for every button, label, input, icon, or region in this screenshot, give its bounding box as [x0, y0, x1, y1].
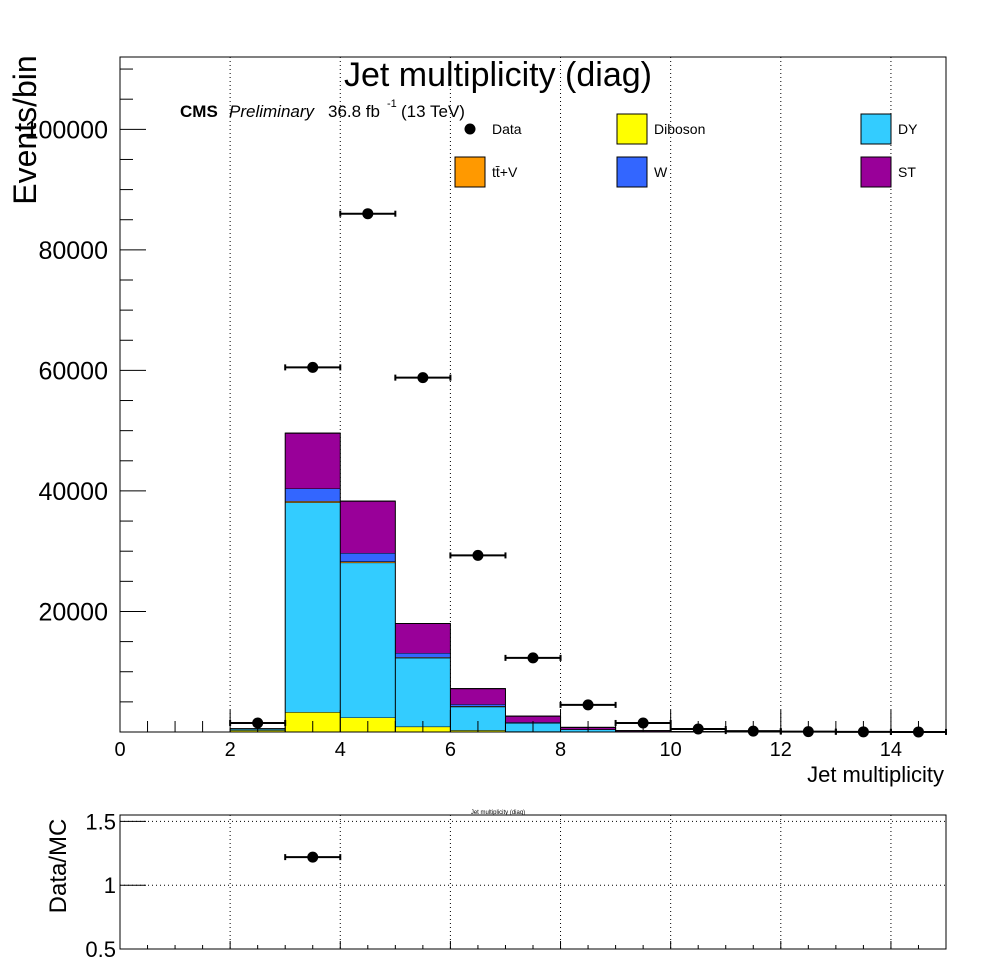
ratio-title: Jet multiplicity (diag) — [471, 810, 525, 816]
chart-title: Jet multiplicity (diag) — [344, 56, 652, 94]
stack-bar — [395, 657, 451, 727]
main-plot-area: 20000 40000 60000 80000 100000 0 2 4 6 8 10 12 14 — [25, 56, 947, 761]
stack-bar — [450, 706, 506, 731]
x-tick-label: 2 — [225, 739, 236, 761]
data-point — [472, 549, 484, 561]
stack-bar — [450, 704, 506, 707]
stack-bar — [285, 502, 341, 713]
x-tick-label: 4 — [335, 739, 346, 761]
y-tick-label: 60000 — [38, 357, 108, 385]
axes: 20000 40000 60000 80000 100000 0 2 4 6 8 10 12 14 — [25, 68, 947, 761]
data-point — [527, 652, 539, 664]
stack-bar — [340, 561, 396, 563]
ratio-y-tick-label: 0.5 — [85, 937, 116, 962]
legend-swatch — [860, 156, 892, 188]
legend-marker — [464, 123, 476, 135]
ratio-axes: 0.5 1 1.5 — [85, 809, 947, 962]
y-tick-label: 20000 — [38, 598, 108, 626]
ratio-data-points — [284, 851, 342, 863]
x-tick-label: 0 — [114, 739, 125, 761]
data-point — [582, 699, 594, 711]
stack-bar — [340, 553, 396, 562]
legend-entry: Diboson — [616, 113, 705, 145]
stack-bar — [340, 562, 396, 718]
y-tick-label: 100000 — [25, 116, 108, 144]
legend-entry: DY — [860, 113, 918, 145]
y-axis-label: Events/bin — [7, 55, 43, 204]
series-st — [230, 432, 781, 733]
data-point — [362, 208, 374, 220]
y-tick-label: 80000 — [38, 237, 108, 265]
main-frame — [119, 56, 947, 733]
x-tick-label: 8 — [555, 739, 566, 761]
stack-bar — [285, 501, 341, 503]
energy-label: (13 TeV) — [401, 102, 465, 121]
lumi-exponent: -1 — [387, 98, 397, 110]
x-tick-label: 14 — [880, 739, 902, 761]
legend-label: ST — [898, 164, 916, 180]
ratio-grid-lines — [120, 815, 946, 950]
lumi-value: 36.8 fb — [328, 102, 380, 121]
stack-bar — [395, 653, 451, 658]
x-tick-label: 10 — [660, 739, 682, 761]
legend-entry: Data — [464, 121, 522, 137]
ratio-y-tick-label: 1.5 — [85, 809, 116, 834]
legend-label: Data — [492, 121, 522, 137]
x-tick-label: 12 — [770, 739, 792, 761]
legend-entry: W — [616, 156, 668, 188]
data-point — [417, 372, 429, 384]
x-axis-label: Jet multiplicity — [807, 762, 944, 787]
legend-entry: tt̄+V — [454, 156, 518, 188]
preliminary-label: Preliminary — [229, 102, 316, 121]
ratio-y-axis-label: Data/MC — [45, 819, 72, 914]
legend-label: W — [654, 164, 668, 180]
legend-label: DY — [898, 121, 918, 137]
ratio-point — [307, 851, 319, 863]
stack-bar — [505, 716, 561, 723]
x-tick-label: 6 — [445, 739, 456, 761]
stack-bar — [395, 623, 451, 654]
legend: Data Diboson DY tt̄+V W ST — [454, 113, 918, 188]
stack-bar — [450, 688, 506, 705]
series-dy — [230, 501, 781, 733]
ratio-y-tick-label: 1 — [104, 873, 116, 898]
legend-swatch — [454, 156, 486, 188]
legend-label: Diboson — [654, 121, 705, 137]
legend-entry: ST — [860, 156, 916, 188]
ratio-frame — [119, 814, 947, 950]
stack-bar — [285, 488, 341, 502]
legend-swatch — [616, 156, 648, 188]
stack-bar — [285, 433, 341, 489]
stacked-histogram — [229, 432, 782, 733]
stack-bar — [340, 501, 396, 554]
cms-label: CMS — [180, 102, 218, 121]
y-tick-label: 40000 — [38, 478, 108, 506]
ratio-panel: 0.5 1 1.5 Jet multiplicity (diag) Data/MC — [45, 809, 947, 962]
data-point — [307, 361, 319, 373]
legend-swatch — [860, 113, 892, 145]
legend-swatch — [616, 113, 648, 145]
legend-label: tt̄+V — [492, 164, 518, 180]
